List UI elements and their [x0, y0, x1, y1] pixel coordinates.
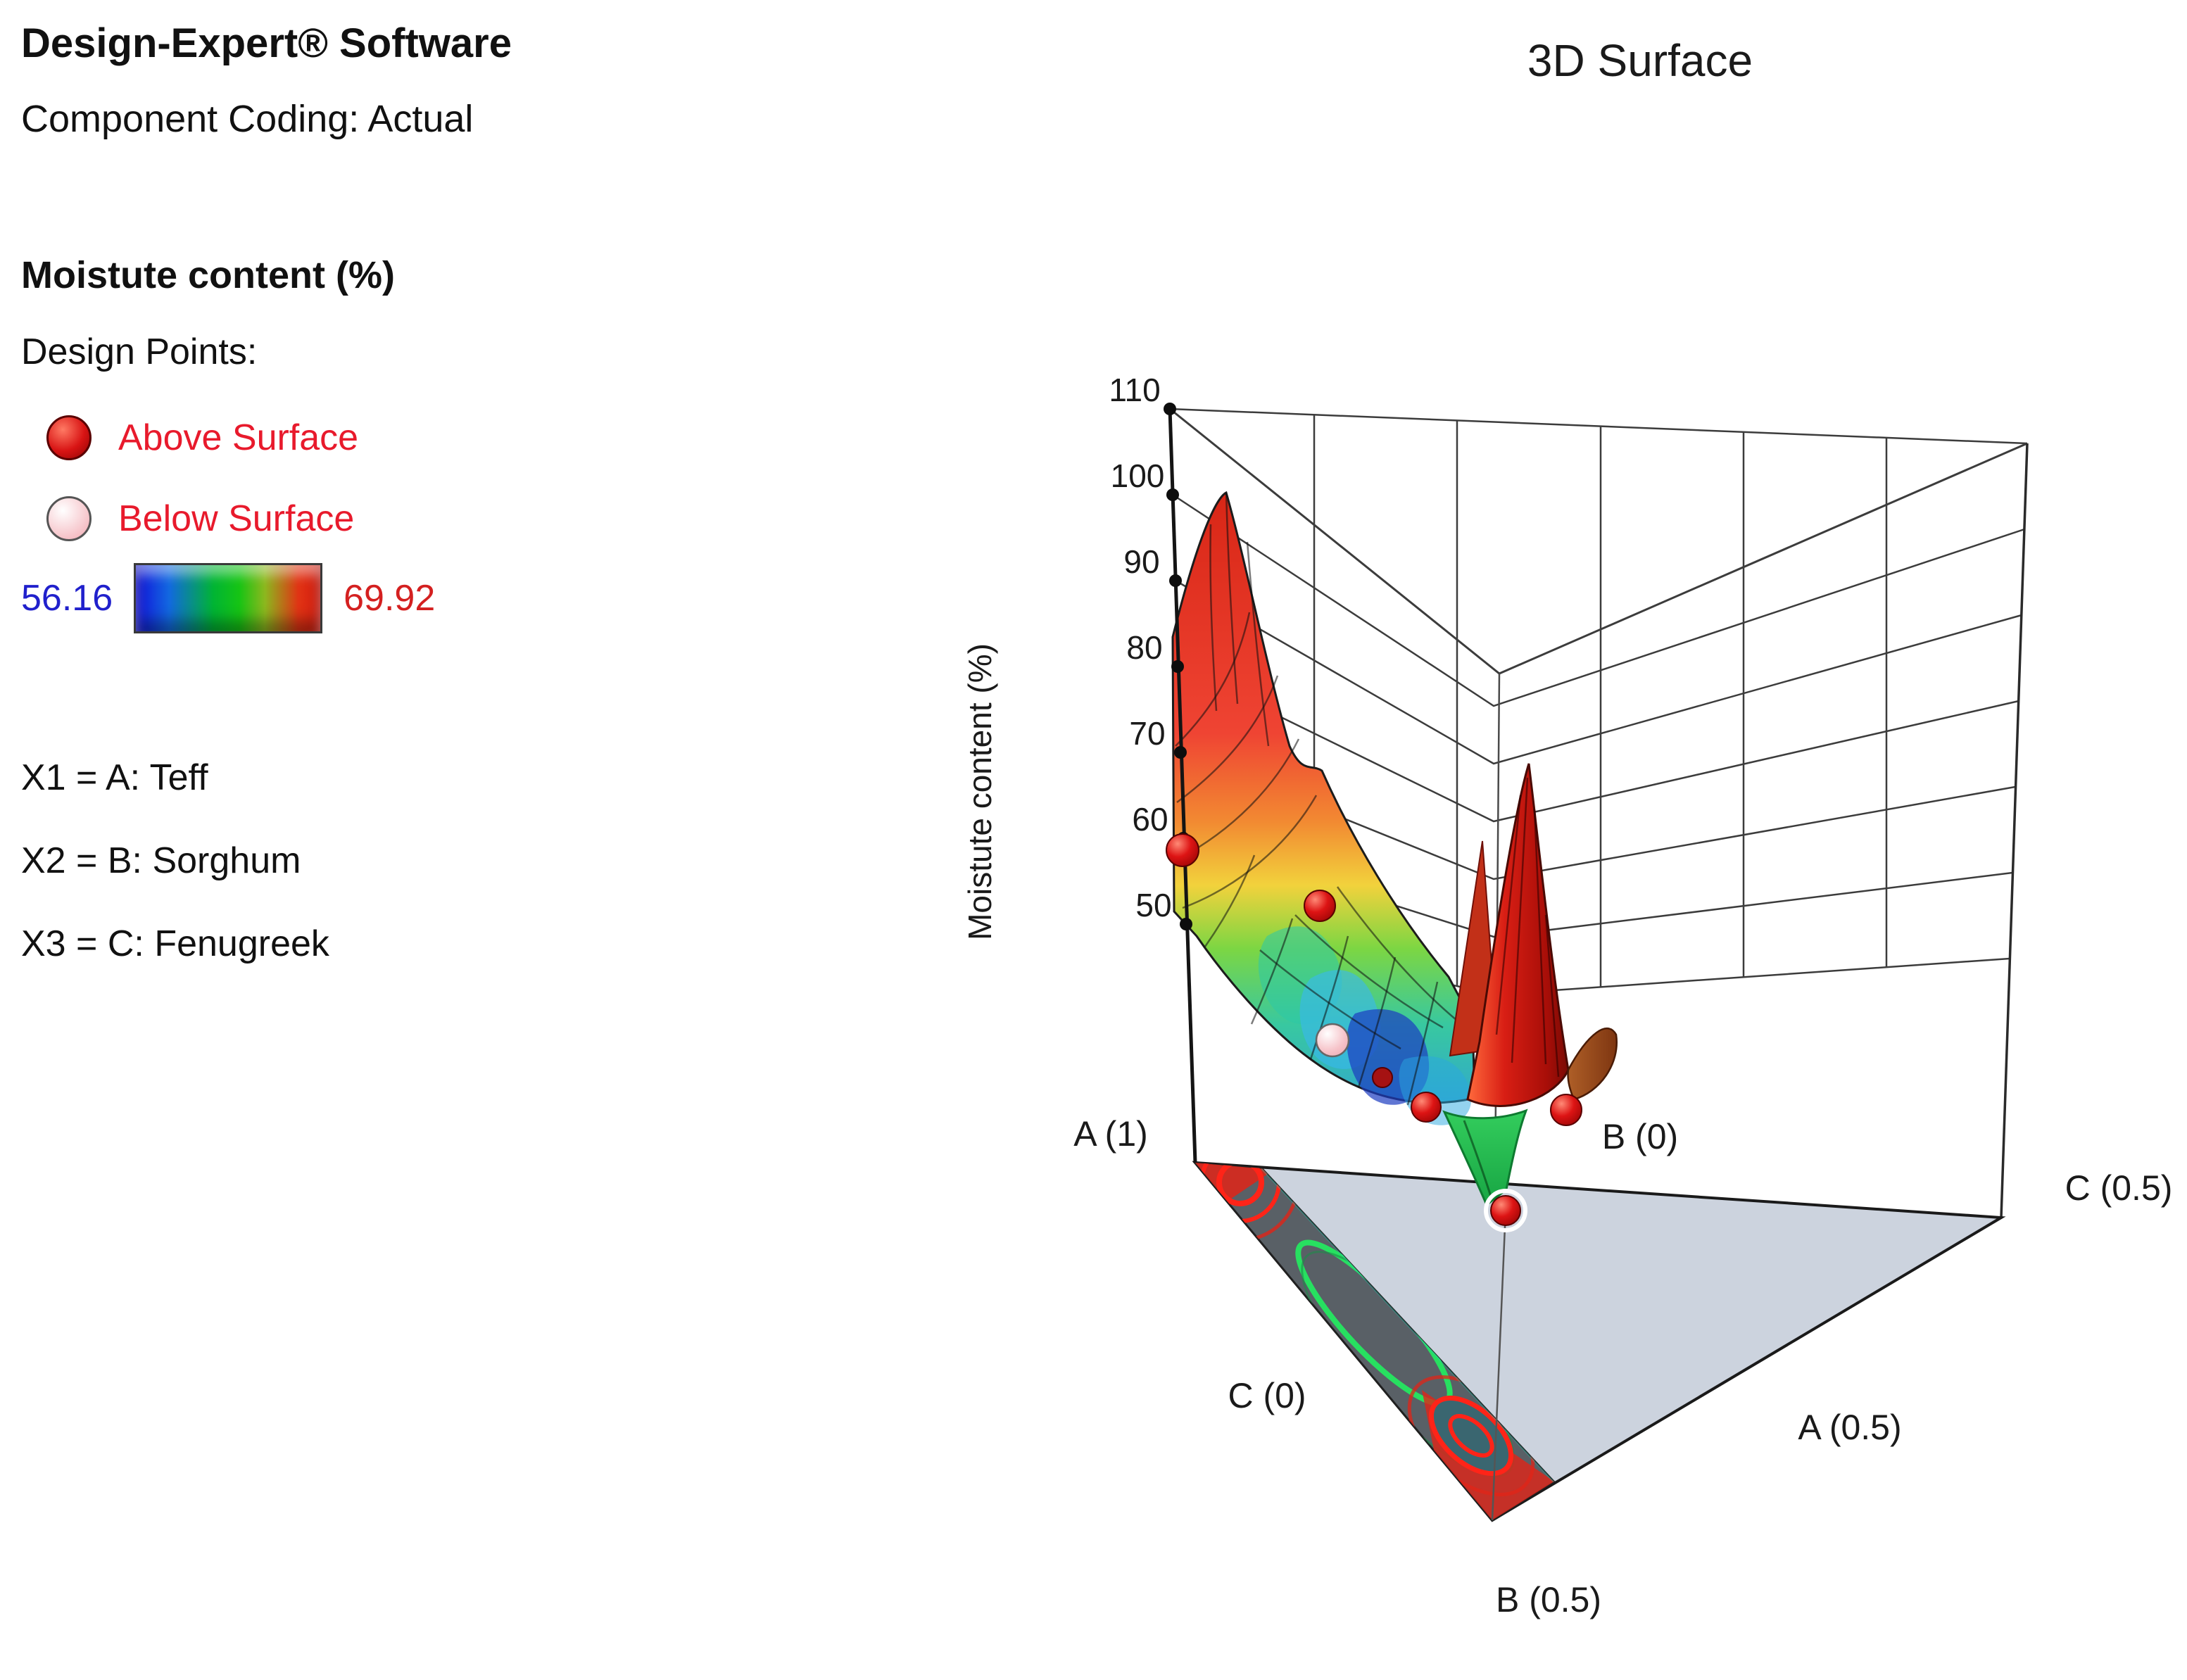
design-points — [1166, 833, 1582, 1232]
legend-above-row: Above Surface — [46, 415, 358, 460]
z-tick-70: 70 — [1129, 715, 1165, 752]
design-point-above — [1490, 1195, 1521, 1226]
z-tick-labels: 110 100 90 80 70 60 50 — [1109, 372, 1171, 923]
factor-x3: X3 = C: Fenugreek — [21, 923, 329, 964]
vertex-label-b05: B (0.5) — [1496, 1580, 1601, 1619]
vertex-label-c0: C (0) — [1228, 1376, 1306, 1415]
surface-mesh — [1175, 492, 1458, 1106]
design-point-above — [1550, 1094, 1582, 1126]
below-surface-point-icon — [46, 496, 92, 541]
color-scale-bar — [134, 563, 323, 633]
design-points-label: Design Points: — [21, 331, 258, 372]
factor-x2: X2 = B: Sorghum — [21, 840, 301, 881]
z-axis-label: Moistute content (%) — [962, 643, 998, 940]
response-name: Moistute content (%) — [21, 254, 395, 296]
above-surface-label: Above Surface — [118, 417, 359, 458]
vertex-labels: A (1) B (0) C (0.5) C (0) A (0.5) B (0.5… — [1073, 1114, 2172, 1619]
z-tick-50: 50 — [1135, 887, 1171, 923]
vertex-label-a1: A (1) — [1073, 1114, 1148, 1154]
drop-line — [1491, 1210, 1507, 1521]
design-point-halo — [1484, 1189, 1527, 1232]
plot-title: 3D Surface — [1527, 35, 1753, 86]
z-axis: 110 100 90 80 70 60 50 — [1109, 372, 1197, 1163]
scale-max-value: 69.92 — [344, 578, 436, 619]
design-point-below — [1315, 1023, 1350, 1058]
vertex-label-c05: C (0.5) — [2065, 1168, 2173, 1208]
software-title: Design-Expert® Software — [21, 20, 512, 66]
base-triangle — [1192, 1161, 2006, 1522]
color-scale-row: 56.16 69.92 — [21, 563, 435, 633]
vertex-label-b0: B (0) — [1602, 1117, 1678, 1156]
above-surface-point-icon — [46, 415, 92, 460]
z-tick-60: 60 — [1132, 801, 1168, 838]
z-tick-100: 100 — [1111, 457, 1165, 494]
component-coding: Component Coding: Actual — [21, 98, 474, 140]
design-point-above — [1372, 1067, 1393, 1088]
vertex-label-a05: A (0.5) — [1798, 1408, 1901, 1447]
design-point-above — [1166, 833, 1199, 867]
z-tick-80: 80 — [1126, 629, 1162, 666]
design-point-above — [1411, 1092, 1442, 1123]
design-point-above — [1304, 890, 1336, 922]
factor-x1: X1 = A: Teff — [21, 757, 208, 798]
scale-min-value: 56.16 — [21, 578, 113, 619]
z-tick-90: 90 — [1123, 543, 1159, 580]
below-surface-label: Below Surface — [118, 498, 355, 539]
surface — [1171, 491, 1618, 1207]
z-tick-110: 110 — [1109, 372, 1160, 408]
surface-tail — [1442, 1109, 1528, 1207]
legend-below-row: Below Surface — [46, 496, 354, 541]
